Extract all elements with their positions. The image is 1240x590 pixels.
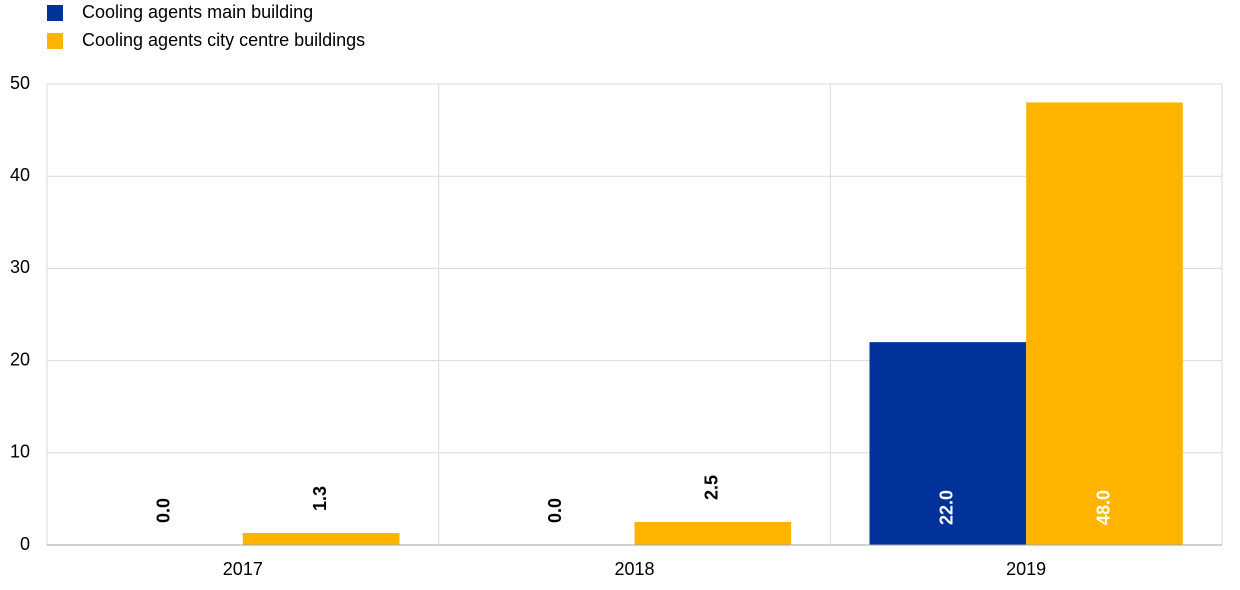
- bar: [634, 521, 792, 545]
- data-label: 2.5: [702, 475, 722, 500]
- bar: [1026, 102, 1183, 545]
- legend-swatch: [47, 5, 63, 21]
- x-tick-label: 2017: [223, 559, 263, 579]
- data-label: 0.0: [153, 498, 173, 523]
- legend-swatch: [47, 33, 63, 49]
- legend-label: Cooling agents main building: [82, 2, 313, 22]
- data-label: 48.0: [1093, 490, 1113, 525]
- data-label: 0.0: [545, 498, 565, 523]
- legend-label: Cooling agents city centre buildings: [82, 30, 365, 50]
- x-tick-label: 2018: [614, 559, 654, 579]
- bar: [869, 342, 1027, 545]
- y-tick-label: 0: [20, 534, 30, 554]
- data-label: 1.3: [310, 486, 330, 511]
- bar: [242, 533, 400, 545]
- data-label: 22.0: [937, 490, 957, 525]
- y-tick-label: 20: [10, 349, 30, 369]
- y-tick-label: 10: [10, 442, 30, 462]
- y-tick-label: 40: [10, 165, 30, 185]
- y-tick-label: 50: [10, 73, 30, 93]
- y-tick-label: 30: [10, 257, 30, 277]
- x-tick-label: 2019: [1006, 559, 1046, 579]
